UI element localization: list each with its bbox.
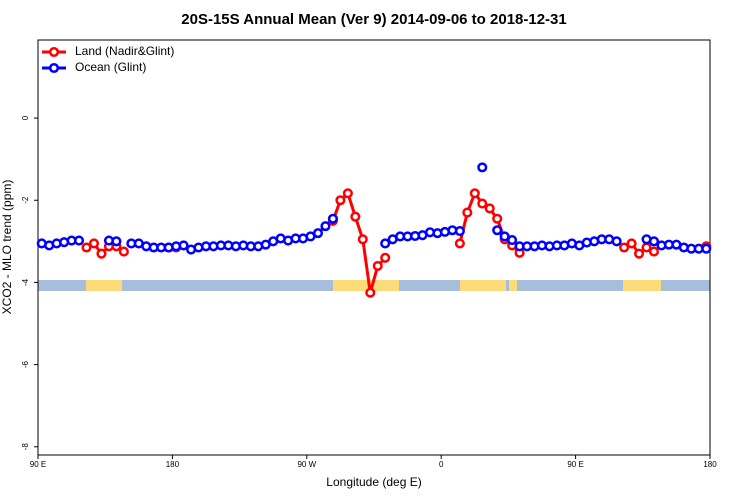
data-point [372,260,383,272]
y-tick-label: -2 [21,196,30,204]
legend-marker [48,62,60,74]
land-patch [460,280,506,291]
x-tick-label: 90 E [567,460,583,469]
y-tick-label: 0 [21,115,30,120]
data-point [462,207,473,218]
data-point [469,188,480,199]
y-tick-label: -6 [21,361,30,369]
legend-label: Land (Nadir&Glint) [75,44,174,58]
x-axis-label: Longitude (deg E) [326,475,421,489]
data-point [327,213,338,224]
data-point [648,236,660,247]
data-point [350,211,361,222]
land-patch [333,280,399,291]
data-point [365,287,376,298]
data-point [492,213,503,224]
data-point [118,246,129,257]
data-point [507,235,518,246]
data-point [320,221,331,232]
data-point [454,226,465,237]
data-point [357,234,368,245]
data-point [81,242,92,253]
data-point [492,225,503,236]
data-point [312,228,324,239]
data-point [611,236,622,247]
data-point [380,252,391,263]
data-point [477,162,488,173]
data-point [454,238,465,249]
y-tick-label: -4 [21,278,30,286]
x-tick-label: 180 [703,460,717,469]
data-point [701,243,712,254]
legend-label: Ocean (Glint) [75,60,146,74]
data-point [634,248,645,259]
x-tick-label: 0 [439,460,444,469]
data-point [111,236,122,247]
data-point [619,242,630,253]
x-tick-label: 180 [166,460,180,469]
data-point [88,238,100,249]
data-point [477,198,488,209]
x-tick-label: 90 E [30,460,46,469]
y-tick-label: -8 [21,443,30,451]
land-patch [509,280,517,291]
x-tick-label: 90 W [297,460,316,469]
chart-title: 20S-15S Annual Mean (Ver 9) 2014-09-06 t… [181,11,566,28]
data-point [626,238,637,249]
data-point [74,235,85,246]
data-point [484,203,495,214]
data-point [96,248,107,259]
data-point [499,231,510,242]
data-point [380,238,391,249]
data-point [178,240,189,251]
surface-strip [38,280,710,291]
y-axis-label: XCO2 - MLO trend (ppm) [0,180,14,315]
legend-marker [48,46,60,58]
data-point [335,195,346,206]
data-point [648,246,660,257]
land-patch [623,280,661,291]
land-patch [86,280,122,291]
data-point [342,188,353,199]
